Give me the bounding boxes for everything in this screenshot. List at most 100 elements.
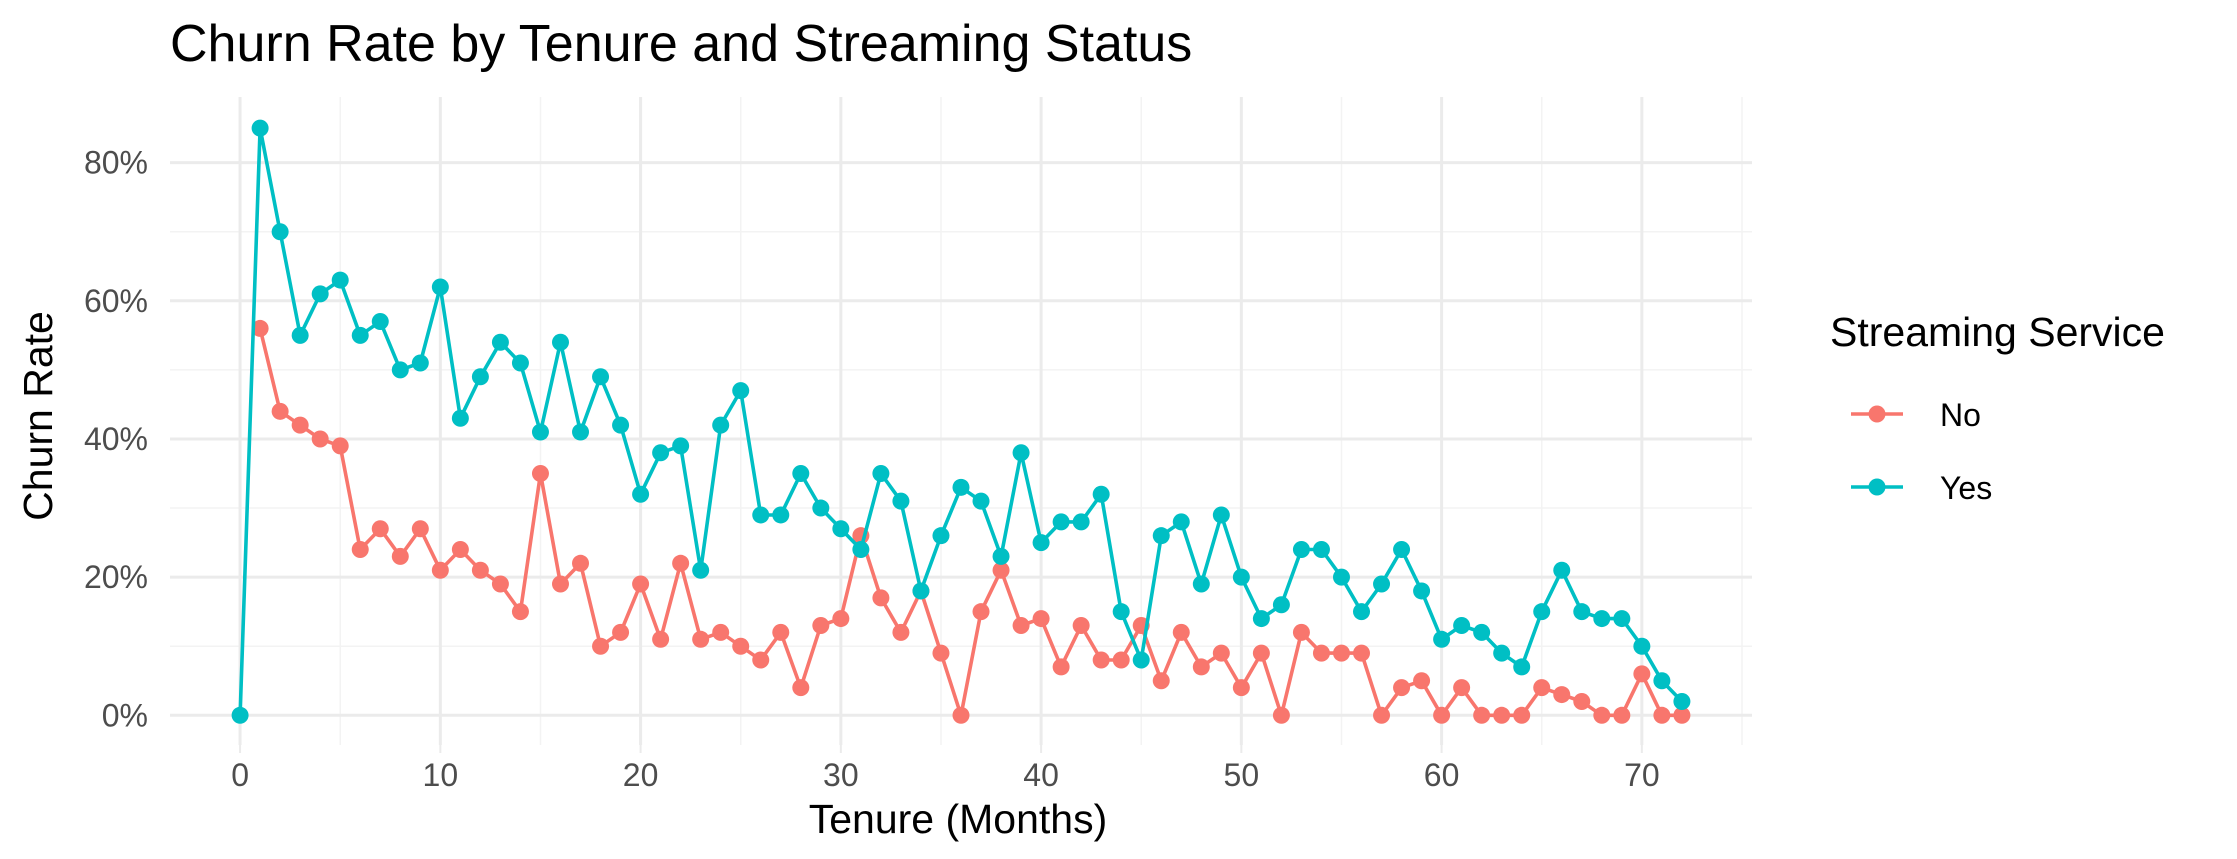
data-point-no <box>732 637 750 655</box>
legend-item-no: No <box>1851 397 1981 433</box>
data-point-yes <box>612 416 630 434</box>
data-point-yes <box>1433 630 1451 648</box>
data-point-yes <box>1112 603 1130 621</box>
data-point-yes <box>1493 644 1511 662</box>
legend-key-point <box>1868 405 1886 423</box>
data-point-no <box>291 416 309 434</box>
data-point-yes <box>1232 568 1250 586</box>
data-point-yes <box>451 409 469 427</box>
data-point-yes <box>1593 610 1611 628</box>
data-point-yes <box>531 423 549 441</box>
data-point-no <box>511 603 529 621</box>
data-point-yes <box>592 368 610 386</box>
grid <box>170 97 1752 745</box>
data-point-yes <box>1453 616 1471 634</box>
data-point-yes <box>1413 582 1431 600</box>
data-point-yes <box>271 223 289 241</box>
x-tick-label: 70 <box>1624 757 1660 793</box>
data-point-no <box>712 623 730 641</box>
data-point-yes <box>652 444 670 462</box>
data-point-yes <box>632 485 650 503</box>
data-point-no <box>351 540 369 558</box>
data-point-no <box>832 610 850 628</box>
data-point-yes <box>1212 506 1230 524</box>
legend-label: Yes <box>1940 470 1992 506</box>
data-point-no <box>892 623 910 641</box>
data-point-no <box>1032 610 1050 628</box>
data-point-no <box>411 520 429 538</box>
data-point-no <box>271 402 289 420</box>
data-point-yes <box>311 285 329 303</box>
data-point-no <box>531 465 549 483</box>
x-axis-ticks: 0 10 20 30 40 50 60 70 <box>231 745 1660 793</box>
data-point-no <box>391 547 409 565</box>
data-point-no <box>1553 686 1571 704</box>
data-point-yes <box>1032 534 1050 552</box>
data-point-no <box>371 520 389 538</box>
data-point-no <box>812 616 830 634</box>
data-point-yes <box>1292 540 1310 558</box>
data-point-yes <box>1553 561 1571 579</box>
legend: Streaming Service No Yes <box>1830 309 2165 506</box>
data-point-yes <box>892 492 910 510</box>
x-tick-label: 40 <box>1023 757 1059 793</box>
data-point-no <box>1353 644 1371 662</box>
data-point-no <box>331 437 349 455</box>
data-point-no <box>1493 706 1511 724</box>
data-point-yes <box>1052 513 1070 531</box>
y-axis-title: Churn Rate <box>15 311 61 521</box>
data-point-no <box>451 540 469 558</box>
data-point-no <box>471 561 489 579</box>
data-point-no <box>1473 706 1491 724</box>
x-tick-label: 30 <box>823 757 859 793</box>
data-point-yes <box>952 478 970 496</box>
data-point-yes <box>912 582 930 600</box>
data-point-yes <box>1332 568 1350 586</box>
data-point-no <box>1393 679 1411 697</box>
data-point-yes <box>1373 575 1391 593</box>
data-point-yes <box>371 313 389 331</box>
data-point-no <box>1112 651 1130 669</box>
data-point-yes <box>812 499 830 517</box>
data-point-yes <box>1012 444 1030 462</box>
data-point-yes <box>712 416 730 434</box>
data-point-yes <box>672 437 690 455</box>
data-point-no <box>1252 644 1270 662</box>
data-point-no <box>872 589 890 607</box>
data-point-no <box>1453 679 1471 697</box>
x-tick-label: 0 <box>231 757 249 793</box>
data-point-no <box>992 561 1010 579</box>
y-tick-label: 80% <box>84 145 148 181</box>
data-point-yes <box>511 354 529 372</box>
data-point-no <box>1152 672 1170 690</box>
x-tick-label: 10 <box>423 757 459 793</box>
data-point-yes <box>331 271 349 289</box>
data-point-yes <box>1353 603 1371 621</box>
data-point-no <box>952 706 970 724</box>
legend-key-point <box>1868 478 1886 496</box>
data-point-no <box>632 575 650 593</box>
data-point-no <box>1593 706 1611 724</box>
data-point-no <box>1413 672 1431 690</box>
data-point-yes <box>852 540 870 558</box>
data-point-no <box>1653 706 1671 724</box>
data-point-no <box>1212 644 1230 662</box>
data-point-no <box>1292 623 1310 641</box>
data-point-no <box>1312 644 1330 662</box>
data-point-yes <box>1092 485 1110 503</box>
data-point-yes <box>1633 637 1651 655</box>
data-point-no <box>592 637 610 655</box>
data-point-yes <box>1673 692 1691 710</box>
data-point-yes <box>792 465 810 483</box>
series-line-no <box>258 327 1682 718</box>
data-point-yes <box>491 333 509 351</box>
data-point-yes <box>1072 513 1090 531</box>
data-point-no <box>1633 665 1651 683</box>
data-point-no <box>1513 706 1531 724</box>
data-point-no <box>1272 706 1290 724</box>
data-point-no <box>1072 616 1090 634</box>
data-point-yes <box>1132 651 1150 669</box>
x-axis-title: Tenure (Months) <box>809 796 1108 842</box>
x-tick-label: 20 <box>623 757 659 793</box>
